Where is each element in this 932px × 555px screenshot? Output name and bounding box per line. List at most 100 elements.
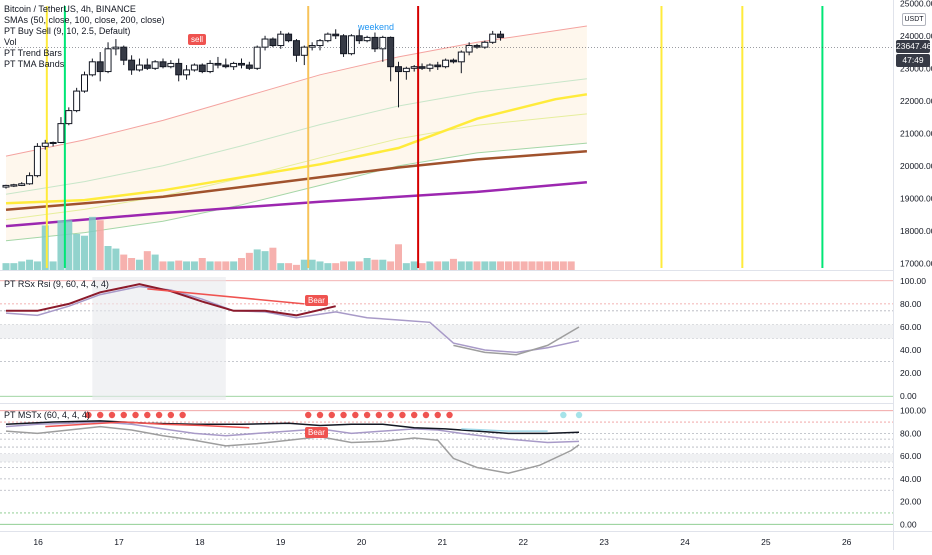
tma-mid-band [5, 78, 587, 195]
mst-tick-label: 60.00 [900, 451, 922, 461]
volume-bar [230, 261, 238, 270]
volume-bar [473, 261, 481, 270]
volume-bar [167, 261, 175, 270]
volume-bar [559, 261, 567, 270]
mst-red-dot [399, 411, 406, 419]
volume-bar [300, 259, 308, 270]
indicator-smas[interactable]: SMAs (50, close, 100, close, 200, close) [4, 15, 165, 25]
candle-body [457, 51, 465, 63]
candle-body [10, 184, 18, 187]
indicator-trend-bars[interactable]: PT Trend Bars [4, 48, 62, 58]
candle-body [96, 61, 104, 73]
indicator-buy-sell[interactable]: PT Buy Sell (9, 10, 2.5, Default) [4, 26, 131, 36]
rsi-tick-label: 100.00 [900, 276, 926, 286]
volume-bar [465, 261, 473, 270]
mst-red-dot [411, 411, 418, 419]
volume-bar [143, 251, 151, 270]
candle-body [434, 64, 442, 68]
volume-bar [371, 259, 379, 270]
candle-body [285, 33, 293, 42]
volume-bar [504, 261, 512, 270]
candle-body [143, 64, 151, 69]
price-tick-label: 17000.00 [900, 258, 932, 268]
rsi-pane-label[interactable]: PT RSx Rsi (9, 60, 4, 4, 4) [4, 279, 109, 289]
volume-bar [183, 261, 191, 270]
mst-red-dot [167, 411, 175, 419]
candle-body [135, 64, 143, 71]
time-tick-label: 21 [438, 537, 448, 547]
volume-bar [33, 261, 41, 270]
volume-bar [387, 261, 395, 270]
indicator-vol[interactable]: Vol [4, 37, 17, 47]
time-tick-label: 22 [519, 537, 529, 547]
volume-bar [198, 258, 206, 270]
volume-bar [175, 260, 183, 270]
volume-bar [536, 261, 544, 270]
volume-bar [128, 258, 136, 270]
volume-bar [355, 261, 363, 270]
volume-bar [363, 258, 371, 270]
candle-body [49, 141, 57, 144]
time-tick-label: 24 [680, 537, 690, 547]
mst-tick-label: 20.00 [900, 497, 922, 507]
candle-body [355, 35, 363, 42]
volume-bar [159, 261, 167, 270]
price-tick-label: 25000.00 [900, 0, 932, 8]
volume-bar [552, 261, 559, 270]
mst-red-dot [108, 411, 116, 419]
mst-red-dot [328, 411, 335, 419]
rsi-highlight-zone [92, 277, 226, 400]
candle-body [65, 110, 73, 125]
time-tick-label: 17 [114, 537, 124, 547]
volume-bar [96, 220, 104, 270]
rsi-tick-label: 20.00 [900, 368, 922, 378]
price-tick-label: 21000.00 [900, 128, 932, 138]
mst-red-dot [434, 411, 441, 419]
rsi-tick-label: 0.00 [900, 391, 917, 401]
currency-button[interactable]: USDT [902, 13, 926, 26]
mst-pane-label[interactable]: PT MSTx (60, 4, 4, 4) [4, 410, 90, 420]
mst-red-dot [144, 411, 151, 419]
candle-body [206, 62, 214, 73]
volume-bar [512, 261, 520, 270]
sma-200-line [5, 180, 588, 228]
candle-body [222, 64, 230, 68]
volume-bar [253, 249, 261, 270]
candle-body [442, 59, 450, 68]
volume-bar [49, 261, 57, 270]
mst-red-dot [352, 411, 359, 419]
volume-bar [2, 263, 10, 270]
mst-red-dot [375, 411, 383, 419]
volume-bar [544, 261, 552, 270]
volume-bar [112, 248, 120, 270]
time-tick-label: 16 [33, 537, 43, 547]
time-tick-label: 19 [276, 537, 286, 547]
volume-bar [18, 261, 26, 270]
volume-bar [222, 261, 230, 270]
sma-50-line [5, 93, 588, 205]
volume-bar [151, 254, 159, 270]
volume-bar [261, 251, 269, 270]
mst-cyan-dot [575, 411, 583, 419]
candle-body [214, 62, 222, 66]
candle-body [363, 36, 371, 42]
candle-body [332, 33, 340, 37]
candle-body [230, 62, 238, 68]
price-tick-label: 19000.00 [900, 193, 932, 203]
rsi-bear-badge: Bear [305, 295, 328, 306]
price-tick-label: 20000.00 [900, 161, 932, 171]
volume-bar [10, 263, 18, 270]
volume-bar [285, 263, 293, 270]
volume-bar [340, 261, 348, 270]
candle-body [473, 45, 481, 48]
mst-cyan-segment [461, 428, 548, 432]
candle-body [245, 64, 253, 69]
symbol-title[interactable]: Bitcoin / TetherUS, 4h, BINANCE [4, 4, 136, 14]
tma-upper-band [5, 25, 587, 157]
candle-body [308, 45, 316, 48]
indicator-tma-bands[interactable]: PT TMA Bands [4, 59, 65, 69]
mst-series-line [5, 421, 580, 444]
candle-body [238, 62, 245, 66]
